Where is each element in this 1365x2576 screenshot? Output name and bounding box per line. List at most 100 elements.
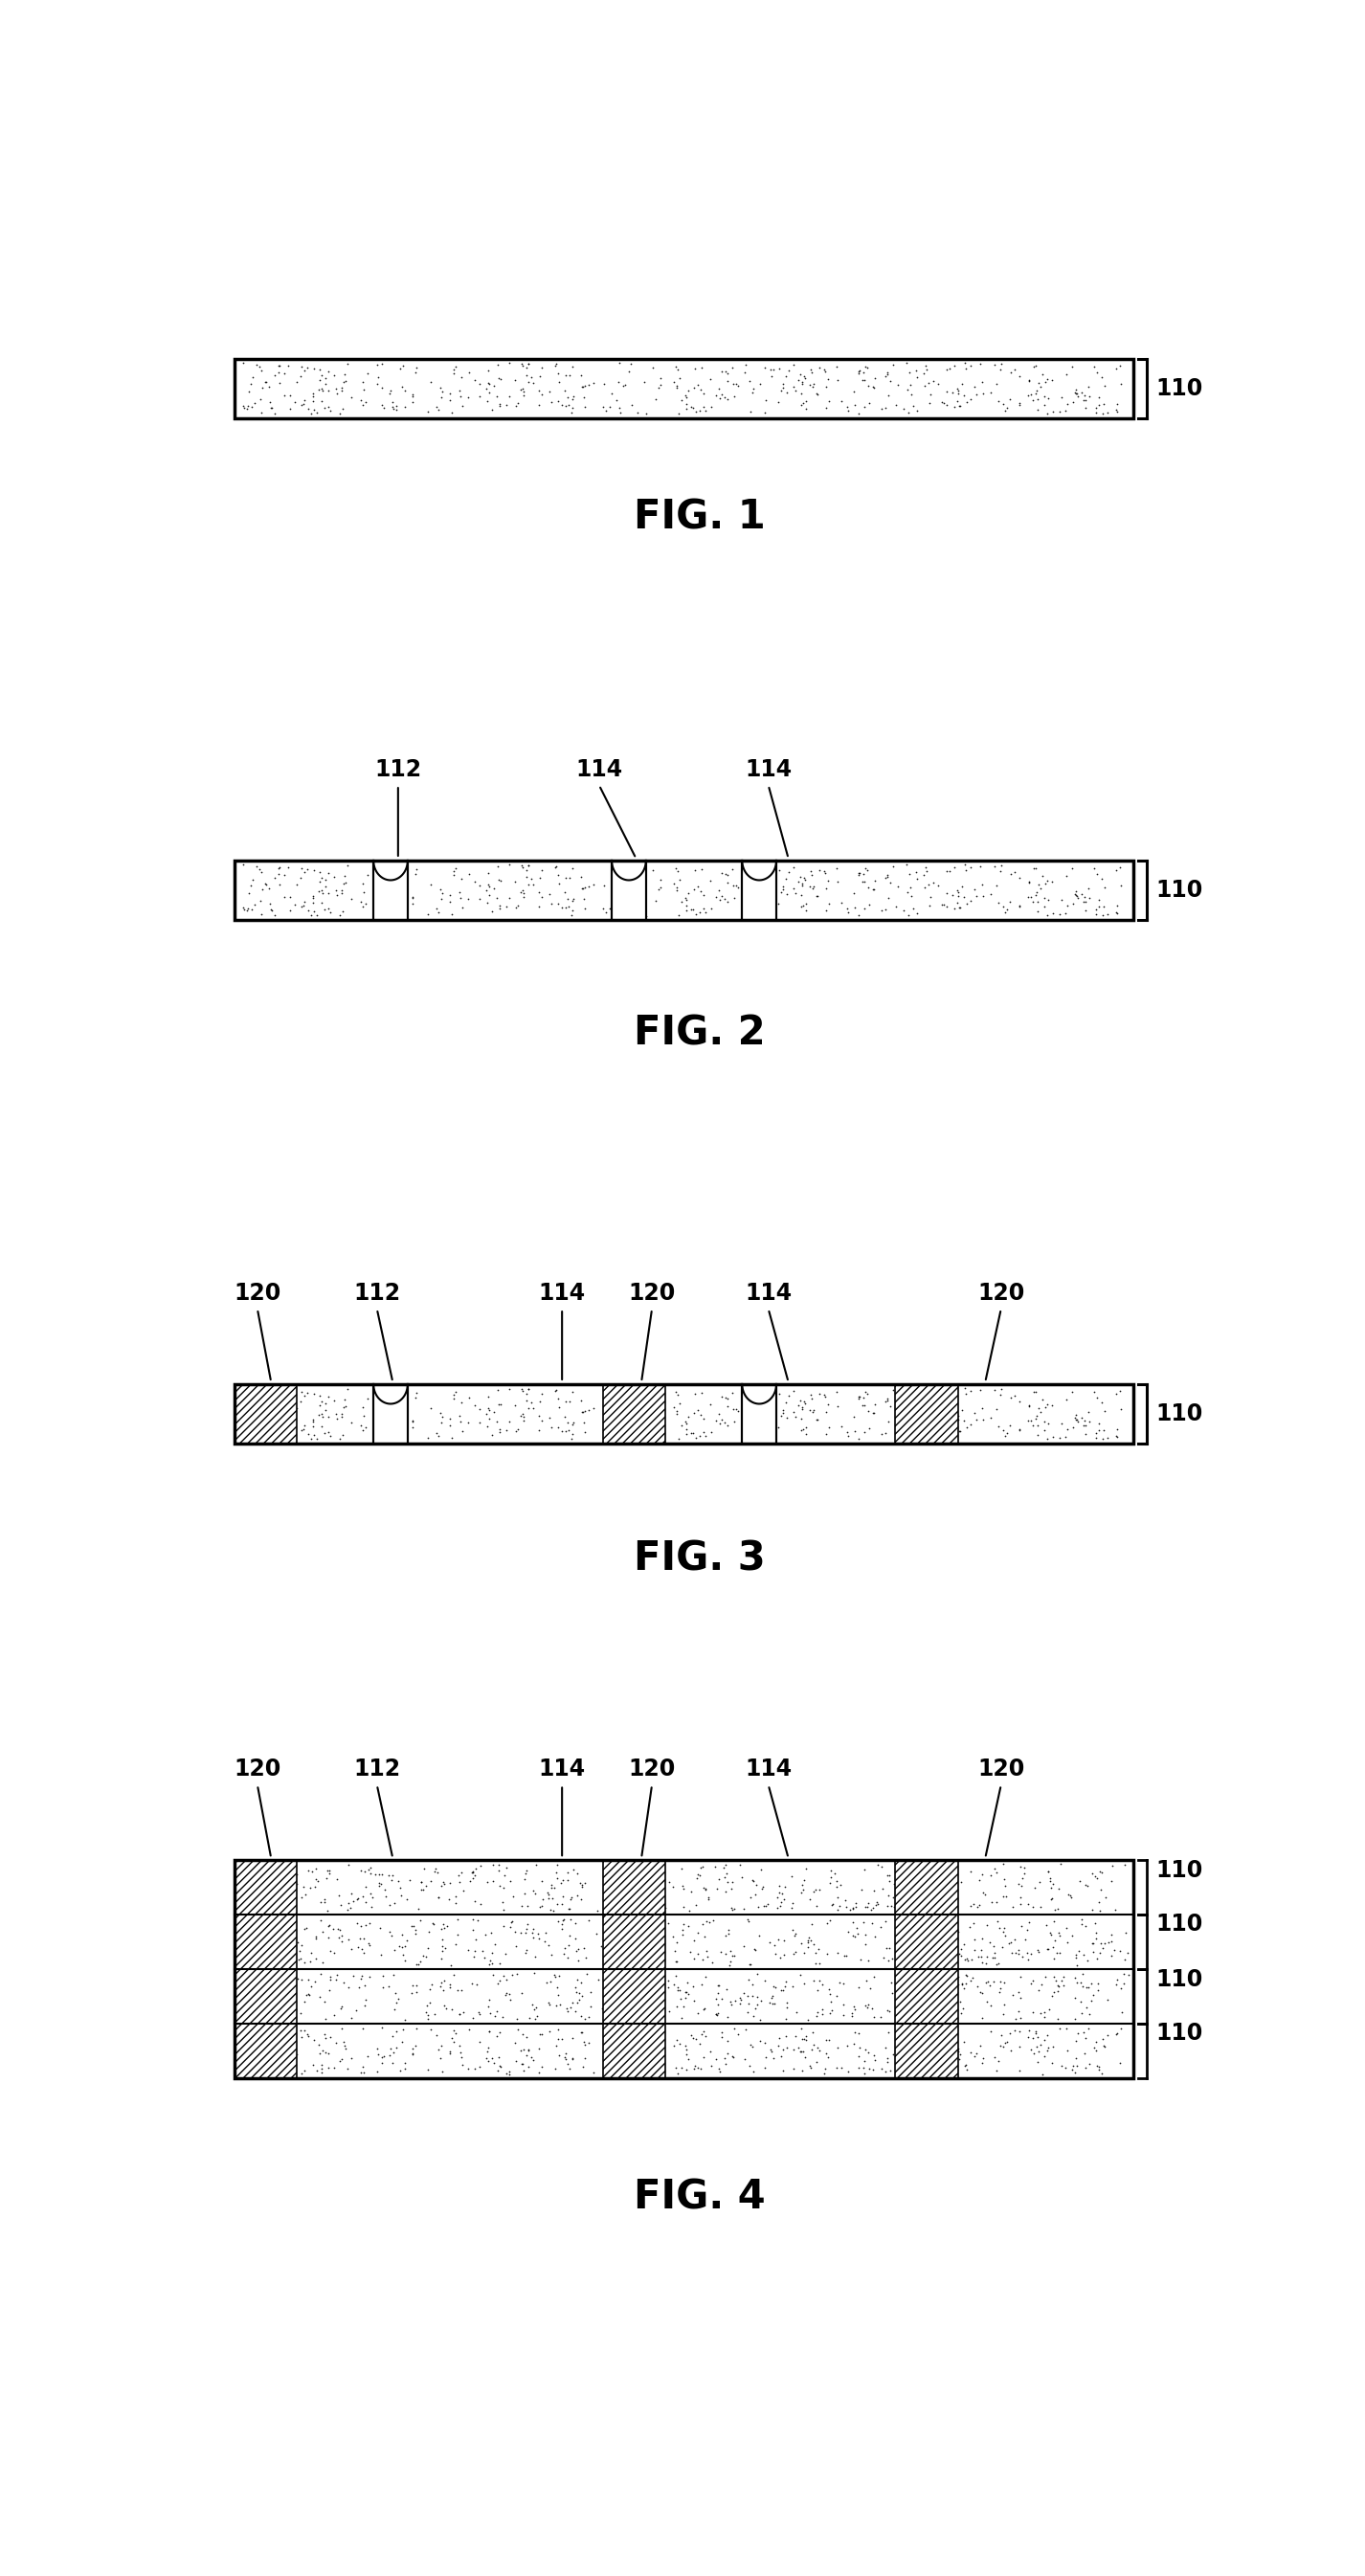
Point (774, 1868, 796, 1909)
Point (804, 1942, 826, 1984)
Point (478, 363, 500, 404)
Point (440, 1404, 461, 1445)
Point (912, 1878, 934, 1919)
Point (576, 1953, 598, 1994)
Point (1065, 873, 1087, 914)
Point (1010, 1883, 1032, 1924)
Point (478, 350, 500, 392)
Point (371, 2038, 393, 2079)
Point (609, 2017, 631, 2058)
Point (330, 1986, 352, 2027)
Point (452, 886, 474, 927)
Point (725, 866, 747, 907)
Point (785, 2014, 807, 2056)
Point (1041, 1878, 1063, 1919)
Point (1069, 1963, 1091, 2004)
Point (592, 866, 614, 907)
Point (1044, 1888, 1066, 1929)
Point (815, 366, 837, 407)
Bar (235, 1383, 298, 1443)
Bar (235, 358, 1133, 417)
Point (308, 871, 330, 912)
Point (1096, 392, 1118, 433)
Point (1065, 374, 1087, 415)
Point (663, 1963, 685, 2004)
Point (613, 1963, 635, 2004)
Point (666, 1394, 688, 1435)
Point (242, 1888, 263, 1929)
Point (987, 1901, 1009, 1942)
Point (1085, 2030, 1107, 2071)
Point (1020, 1935, 1041, 1976)
Point (248, 2038, 270, 2079)
Point (728, 2014, 749, 2056)
Point (448, 1994, 470, 2035)
Point (487, 2050, 509, 2092)
Point (770, 371, 792, 412)
Point (1009, 1878, 1031, 1919)
Point (405, 1373, 427, 1414)
Point (546, 1965, 568, 2007)
Point (920, 1984, 942, 2025)
Point (1028, 1932, 1050, 1973)
Point (558, 2048, 580, 2089)
Point (352, 1409, 374, 1450)
Point (915, 1927, 936, 1968)
Point (894, 1909, 916, 1950)
Point (618, 1986, 640, 2027)
Point (1017, 1909, 1039, 1950)
Point (1114, 1940, 1136, 1981)
Point (692, 1412, 714, 1453)
Point (1065, 2020, 1087, 2061)
Point (291, 886, 313, 927)
Point (311, 873, 333, 914)
Point (298, 1414, 319, 1455)
Point (419, 863, 441, 904)
Point (636, 1965, 658, 2007)
Point (1025, 876, 1047, 917)
Point (691, 348, 713, 389)
Point (298, 2017, 319, 2058)
Point (876, 2043, 898, 2084)
Point (1107, 891, 1129, 933)
Point (951, 866, 973, 907)
Point (505, 860, 527, 902)
Point (906, 1991, 928, 2032)
Point (293, 1909, 315, 1950)
Point (876, 1378, 898, 1419)
Point (605, 1929, 627, 1971)
Point (736, 845, 758, 886)
Point (354, 1965, 375, 2007)
Point (631, 1865, 652, 1906)
Point (853, 860, 875, 902)
Point (319, 2017, 341, 2058)
Point (253, 1971, 274, 2012)
Point (773, 363, 794, 404)
Point (379, 1886, 401, 1927)
Point (1072, 1965, 1093, 2007)
Point (311, 371, 333, 412)
Point (953, 2022, 975, 2063)
Text: FIG. 3: FIG. 3 (633, 1538, 766, 1579)
Point (467, 1899, 489, 1940)
Point (242, 858, 263, 899)
Point (616, 1935, 637, 1976)
Point (276, 1989, 298, 2030)
Point (946, 1919, 968, 1960)
Point (304, 1937, 326, 1978)
Point (856, 1373, 878, 1414)
Point (925, 1963, 947, 2004)
Point (261, 1412, 283, 1453)
Point (382, 381, 404, 422)
Point (1022, 1370, 1044, 1412)
Point (489, 886, 511, 927)
Point (984, 1368, 1006, 1409)
Point (557, 1409, 579, 1450)
Point (438, 1399, 460, 1440)
Point (517, 343, 539, 384)
Point (495, 2053, 517, 2094)
Point (480, 1414, 502, 1455)
Point (636, 896, 658, 938)
Point (695, 891, 717, 933)
Point (743, 1394, 764, 1435)
